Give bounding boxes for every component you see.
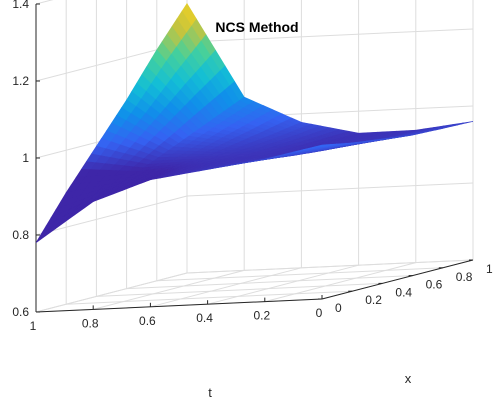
grid-line	[93, 269, 245, 310]
labels: 1 0.8 0.6 0.4 0.2 0 00.20.40.60.810.60.811.21.…	[12, 0, 493, 333]
t-tick-label: 0.2	[253, 309, 270, 323]
x-tick-label: 0.2	[365, 293, 382, 307]
t-tick-label: 0.4	[196, 311, 213, 325]
grid-line	[35, 0, 54, 5]
grid-line	[186, 182, 474, 197]
z-tick-label: 1	[22, 151, 29, 165]
t-axis-line	[35, 298, 323, 313]
x-axis-line	[321, 259, 474, 300]
t-tick-label: 1	[30, 319, 37, 333]
grid-line	[66, 290, 353, 305]
grid-line	[150, 267, 302, 308]
grid-line	[96, 282, 383, 297]
surface	[35, 2, 474, 243]
x-tick-label: 0.8	[456, 270, 473, 284]
x-tick-label: 1	[486, 262, 493, 276]
x-tick-label: 0	[335, 301, 342, 315]
grid-line	[186, 259, 474, 274]
z-tick-label: 1.4	[12, 0, 29, 11]
surface-patch	[312, 144, 328, 148]
grid-line	[186, 28, 474, 43]
grid-line	[126, 275, 413, 290]
axes	[35, 3, 474, 313]
x-axis-label: x	[405, 371, 412, 386]
grid-line	[35, 272, 188, 313]
z-tick-label: 1.2	[12, 74, 29, 88]
t-tick-label: 0.8	[82, 316, 99, 330]
chart-title: NCS Method	[215, 19, 298, 35]
grid-line	[264, 262, 416, 303]
grid-line	[35, 195, 188, 236]
t-axis-label: t	[208, 385, 212, 400]
grid-line	[207, 264, 359, 305]
t-tick-label: 0	[316, 306, 323, 320]
x-tick-label: 0.6	[426, 278, 443, 292]
x-tick-label: 0.4	[395, 285, 412, 299]
t-tick-label: 0.6	[139, 314, 156, 328]
z-tick-label: 0.6	[12, 305, 29, 319]
z-tick-label: 0.8	[12, 228, 29, 242]
grid-line	[156, 267, 443, 282]
